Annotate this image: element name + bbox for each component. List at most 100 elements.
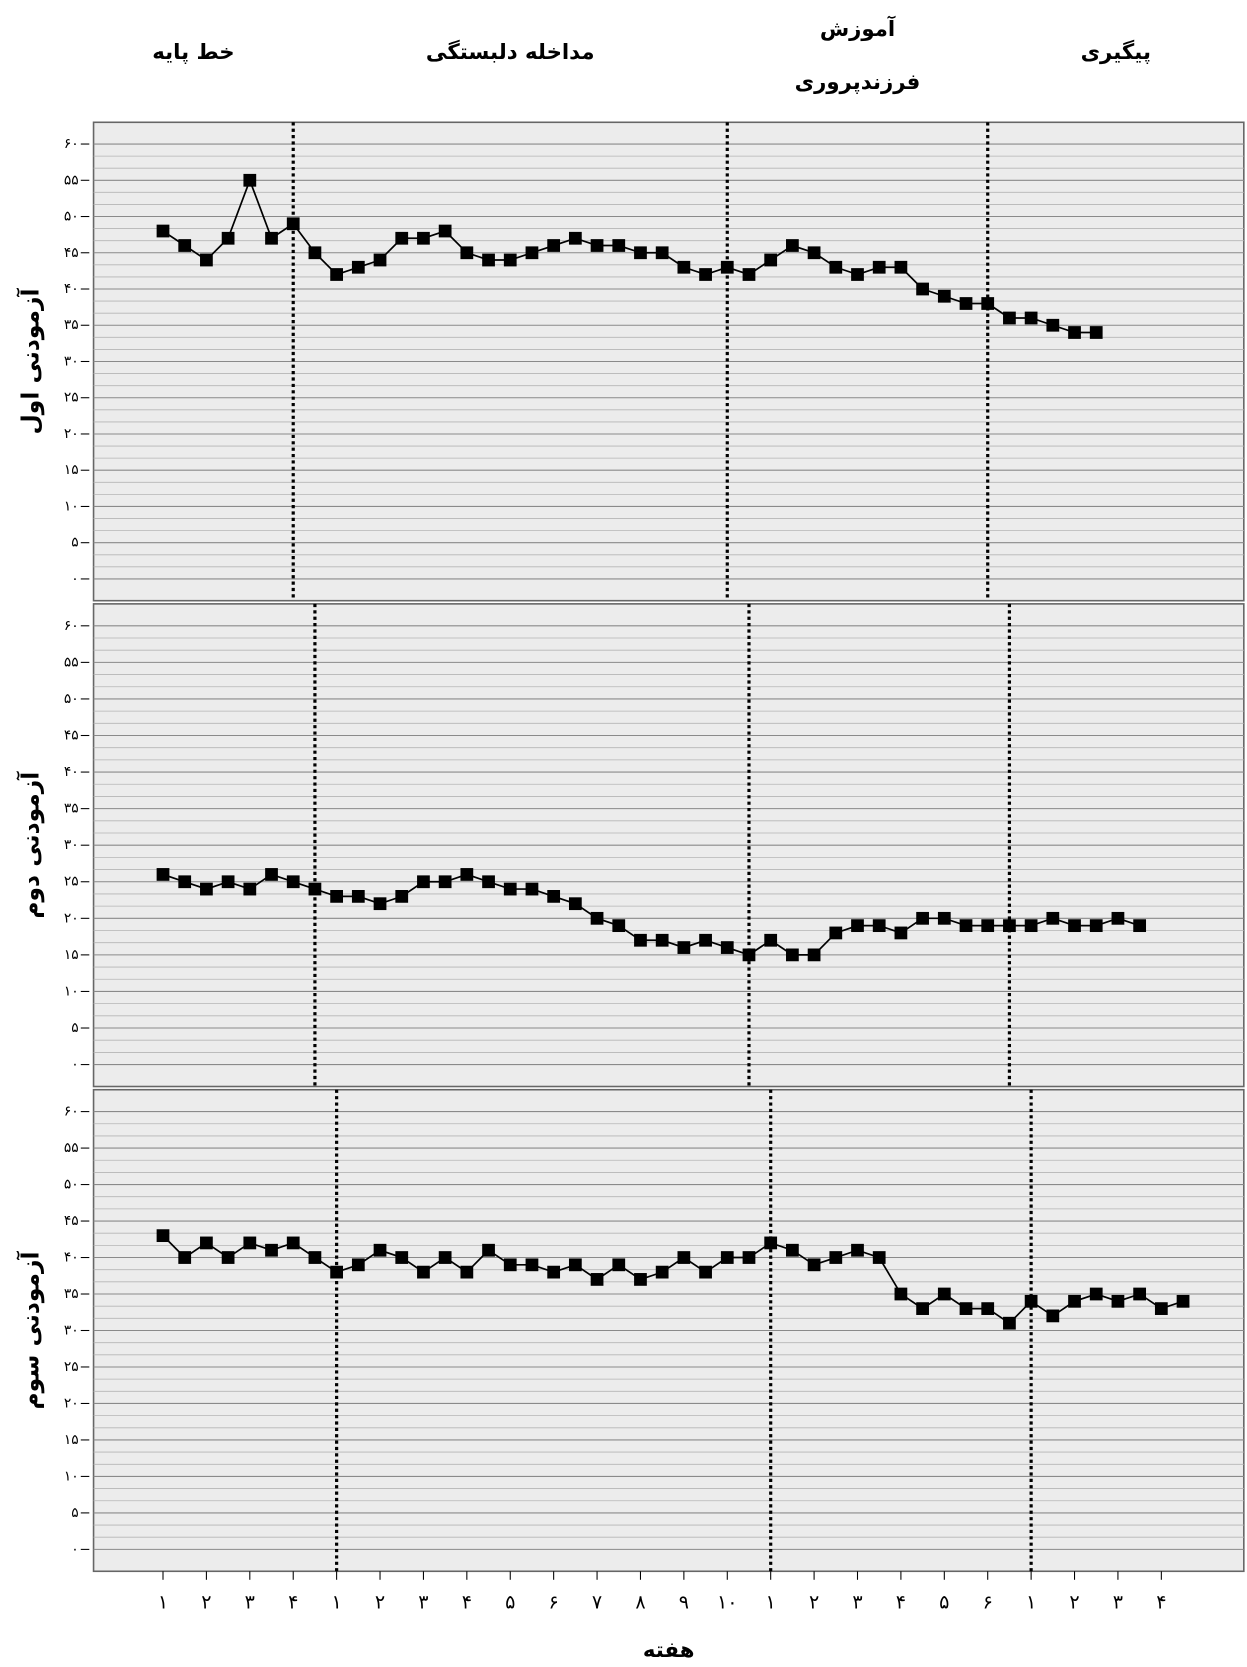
- x-axis-title: هفته: [643, 1638, 695, 1663]
- data-point: [764, 253, 778, 267]
- data-point: [1068, 1294, 1081, 1308]
- data-point: [482, 875, 495, 889]
- data-point: [1068, 919, 1081, 933]
- data-point: [351, 260, 365, 274]
- x-tick-label: ۴: [1156, 1591, 1166, 1614]
- x-tick-label: ۴: [896, 1591, 906, 1614]
- data-point: [829, 1251, 843, 1264]
- data-point: [1046, 1309, 1060, 1323]
- phase-label: خط پایه: [152, 40, 234, 65]
- y-tick-label: ۲۵: [64, 390, 79, 406]
- y-tick-label: ۲۰: [64, 426, 79, 442]
- x-tick-label: ۹: [679, 1591, 689, 1614]
- data-point: [417, 1265, 430, 1279]
- data-point: [1003, 1316, 1016, 1330]
- y-tick-label: ۴۰: [64, 764, 79, 780]
- y-tick-label: ۴۵: [64, 728, 79, 744]
- y-tick-label: ۲۰: [64, 1395, 79, 1411]
- data-point: [1089, 326, 1103, 339]
- y-tick-label: ۵۵: [64, 654, 79, 670]
- x-tick-label: ۱: [1026, 1591, 1036, 1614]
- data-point: [286, 875, 300, 889]
- y-tick-label: ۱۰: [64, 1468, 79, 1484]
- data-point: [807, 1258, 821, 1272]
- data-point: [872, 260, 886, 274]
- data-point: [677, 1251, 691, 1264]
- data-point: [720, 941, 734, 954]
- data-point: [460, 246, 474, 260]
- data-point: [807, 246, 821, 260]
- y-tick-label: ۱۵: [64, 462, 79, 478]
- y-tick-label: ۳۵: [64, 317, 79, 333]
- x-tick-label: ۱۰: [717, 1591, 738, 1614]
- data-point: [829, 926, 843, 940]
- data-point: [503, 253, 517, 267]
- data-point: [503, 882, 517, 896]
- data-point: [1024, 311, 1038, 325]
- data-point: [438, 875, 452, 889]
- phase-label: مداخله دلبستگی: [426, 39, 595, 65]
- x-tick-label: ۵: [505, 1591, 515, 1614]
- y-tick-label: ۰: [71, 571, 78, 587]
- data-point: [720, 260, 734, 274]
- data-point: [525, 1258, 539, 1272]
- y-tick-label: ۵: [71, 1505, 78, 1521]
- data-point: [525, 246, 539, 260]
- data-point: [612, 1258, 626, 1272]
- y-tick-label: ۳۰: [64, 353, 79, 369]
- data-point: [438, 1251, 452, 1264]
- data-point: [308, 882, 322, 896]
- data-point: [482, 253, 495, 267]
- data-point: [568, 1258, 582, 1272]
- x-tick-label: ۲: [1069, 1591, 1079, 1614]
- data-point: [699, 1265, 712, 1279]
- x-tick-label: ۷: [592, 1591, 602, 1614]
- x-tick-label: ۱: [158, 1591, 168, 1614]
- y-tick-label: ۲۰: [64, 910, 79, 926]
- data-point: [330, 1265, 344, 1279]
- data-point: [503, 1258, 517, 1272]
- data-point: [916, 1302, 929, 1315]
- y-tick-label: ۲۵: [64, 1359, 79, 1375]
- data-point: [677, 260, 691, 274]
- data-point: [916, 282, 929, 296]
- data-point: [351, 1258, 365, 1272]
- data-point: [330, 268, 344, 281]
- x-tick-label: ۵: [939, 1591, 949, 1614]
- data-point: [851, 919, 864, 933]
- x-tick-label: ۸: [635, 1591, 645, 1614]
- y-tick-label: ۴۰: [64, 281, 79, 297]
- data-point: [1176, 1294, 1190, 1308]
- data-point: [959, 919, 973, 933]
- y-tick-label: ۶۰: [64, 618, 79, 634]
- data-point: [742, 268, 756, 281]
- data-point: [1111, 1294, 1125, 1308]
- y-axis-title: آزمودنی دوم: [15, 771, 44, 919]
- data-point: [156, 868, 170, 881]
- data-point: [482, 1243, 495, 1257]
- data-point: [1068, 326, 1081, 339]
- data-point: [937, 1287, 951, 1301]
- data-point: [200, 1236, 213, 1250]
- data-point: [612, 239, 626, 252]
- data-point: [373, 897, 387, 911]
- x-tick-label: ۳: [418, 1591, 428, 1614]
- data-point: [764, 1236, 778, 1250]
- data-point: [764, 933, 778, 947]
- y-axis-title: آزمودنی اول: [15, 288, 44, 435]
- data-point: [395, 1251, 409, 1264]
- data-point: [829, 260, 843, 274]
- data-point: [807, 948, 821, 962]
- data-point: [243, 173, 257, 187]
- data-point: [872, 1251, 886, 1264]
- data-point: [742, 1251, 756, 1264]
- data-point: [417, 231, 430, 245]
- data-point: [525, 882, 539, 896]
- data-point: [590, 911, 604, 925]
- data-point: [1024, 1294, 1038, 1308]
- data-point: [981, 1302, 995, 1315]
- data-point: [547, 890, 561, 903]
- data-point: [330, 890, 344, 903]
- data-point: [243, 1236, 257, 1250]
